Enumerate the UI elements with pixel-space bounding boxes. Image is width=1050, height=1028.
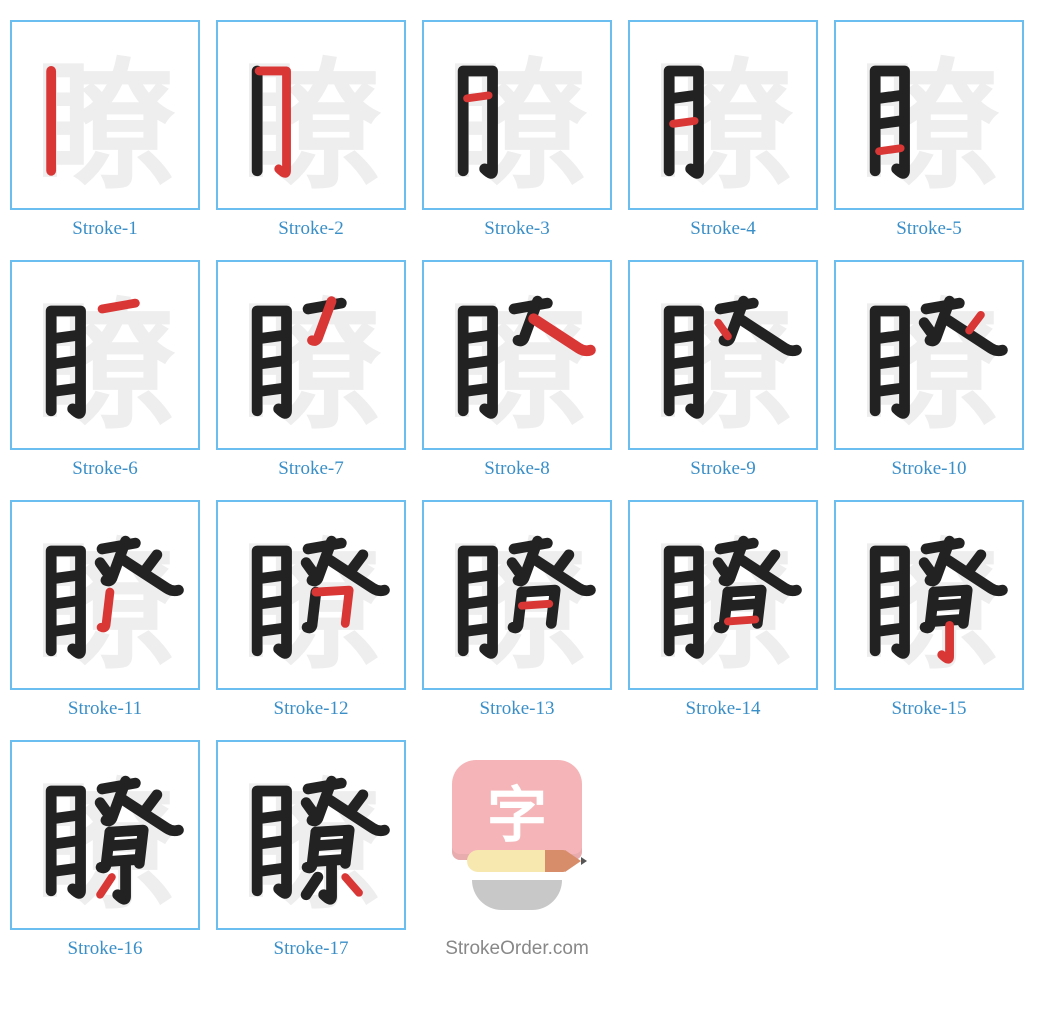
stroke-svg (630, 22, 816, 208)
current-stroke (467, 95, 489, 98)
stroke-box: 瞭 (834, 20, 1024, 210)
stroke-cell: 瞭 Stroke-12 (216, 500, 406, 720)
stroke-label: Stroke-13 (480, 698, 555, 720)
current-stroke (534, 319, 591, 351)
logo-cell: 字 StrokeOrder.com (422, 740, 612, 960)
stroke-box: 瞭 (628, 500, 818, 690)
logo-base (472, 880, 562, 910)
stroke-cell: 瞭 Stroke-16 (10, 740, 200, 960)
current-stroke (718, 323, 728, 337)
stroke-svg (424, 22, 610, 208)
current-stroke (673, 121, 695, 124)
logo-icon: 字 (452, 760, 582, 910)
stroke-box: 瞭 (834, 500, 1024, 690)
current-stroke (100, 877, 112, 895)
stroke-label: Stroke-14 (686, 698, 761, 720)
stroke-box: 瞭 (422, 260, 612, 450)
stroke-cell: 瞭 Stroke-8 (422, 260, 612, 480)
stroke-box: 瞭 (10, 260, 200, 450)
stroke-box: 瞭 (10, 500, 200, 690)
current-stroke (942, 625, 950, 659)
current-stroke (879, 148, 901, 151)
stroke-label: Stroke-9 (690, 458, 755, 480)
current-stroke (728, 619, 755, 621)
stroke-box: 瞭 (10, 20, 200, 210)
stroke-cell: 瞭 Stroke-17 (216, 740, 406, 960)
stroke-box: 瞭 (422, 20, 612, 210)
logo-character: 字 (487, 767, 547, 854)
stroke-box: 瞭 (216, 500, 406, 690)
stroke-label: Stroke-5 (896, 218, 961, 240)
stroke-cell: 瞭 Stroke-1 (10, 20, 200, 240)
stroke-svg (424, 502, 610, 688)
stroke-svg (630, 502, 816, 688)
stroke-svg (836, 22, 1022, 208)
stroke-label: Stroke-4 (690, 218, 755, 240)
stroke-box: 瞭 (628, 260, 818, 450)
stroke-svg (218, 742, 404, 928)
stroke-label: Stroke-12 (274, 698, 349, 720)
current-stroke (101, 592, 110, 628)
stroke-box: 瞭 (216, 740, 406, 930)
stroke-label: Stroke-3 (484, 218, 549, 240)
pencil-tip-icon (565, 850, 581, 872)
attribution-text: StrokeOrder.com (445, 938, 589, 960)
stroke-label: Stroke-15 (892, 698, 967, 720)
stroke-box: 瞭 (834, 260, 1024, 450)
stroke-cell: 瞭 Stroke-13 (422, 500, 612, 720)
stroke-box: 瞭 (628, 20, 818, 210)
stroke-cell: 瞭 Stroke-6 (10, 260, 200, 480)
stroke-cell: 瞭 Stroke-11 (10, 500, 200, 720)
stroke-svg (630, 262, 816, 448)
stroke-label: Stroke-1 (72, 218, 137, 240)
stroke-box: 瞭 (216, 260, 406, 450)
stroke-grid: 瞭 Stroke-1 瞭 Stroke-2 瞭 Stroke-3 瞭 Stroke-4 瞭 Str… (10, 20, 1040, 960)
current-stroke (522, 604, 549, 606)
stroke-svg (12, 502, 198, 688)
stroke-cell: 瞭 Stroke-14 (628, 500, 818, 720)
pencil-icon (467, 850, 567, 872)
stroke-svg (836, 262, 1022, 448)
stroke-cell: 瞭 Stroke-3 (422, 20, 612, 240)
stroke-label: Stroke-8 (484, 458, 549, 480)
logo-box: 字 (422, 740, 612, 930)
stroke-box: 瞭 (422, 500, 612, 690)
stroke-box: 瞭 (10, 740, 200, 930)
pencil-nib-icon (581, 857, 587, 865)
stroke-box: 瞭 (216, 20, 406, 210)
current-stroke (316, 590, 349, 623)
stroke-label: Stroke-6 (72, 458, 137, 480)
stroke-label: Stroke-10 (892, 458, 967, 480)
stroke-cell: 瞭 Stroke-15 (834, 500, 1024, 720)
stroke-svg (836, 502, 1022, 688)
stroke-label: Stroke-17 (274, 938, 349, 960)
current-stroke (345, 877, 359, 893)
stroke-cell: 瞭 Stroke-5 (834, 20, 1024, 240)
stroke-cell: 瞭 Stroke-10 (834, 260, 1024, 480)
stroke-label: Stroke-16 (68, 938, 143, 960)
logo-badge: 字 (452, 760, 582, 860)
stroke-cell: 瞭 Stroke-2 (216, 20, 406, 240)
stroke-svg (12, 22, 198, 208)
stroke-cell: 瞭 Stroke-7 (216, 260, 406, 480)
stroke-label: Stroke-7 (278, 458, 343, 480)
current-stroke (259, 71, 286, 173)
stroke-svg (218, 502, 404, 688)
stroke-svg (218, 262, 404, 448)
stroke-svg (12, 262, 198, 448)
stroke-cell: 瞭 Stroke-4 (628, 20, 818, 240)
stroke-svg (12, 742, 198, 928)
stroke-label: Stroke-11 (68, 698, 142, 720)
current-stroke (969, 315, 981, 331)
stroke-cell: 瞭 Stroke-9 (628, 260, 818, 480)
stroke-svg (218, 22, 404, 208)
stroke-svg (424, 262, 610, 448)
current-stroke (102, 303, 135, 309)
stroke-label: Stroke-2 (278, 218, 343, 240)
